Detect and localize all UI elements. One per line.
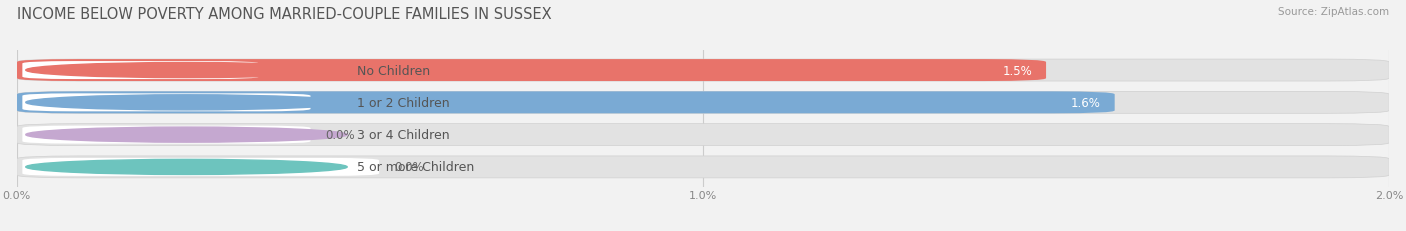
Text: 3 or 4 Children: 3 or 4 Children xyxy=(357,129,450,142)
Circle shape xyxy=(25,128,347,143)
Circle shape xyxy=(25,95,347,110)
FancyBboxPatch shape xyxy=(22,94,311,112)
Circle shape xyxy=(25,63,347,78)
Text: 0.0%: 0.0% xyxy=(326,129,356,142)
Text: 1.5%: 1.5% xyxy=(1002,64,1032,77)
Text: 5 or more Children: 5 or more Children xyxy=(357,161,475,174)
Text: 1.6%: 1.6% xyxy=(1071,96,1101,109)
FancyBboxPatch shape xyxy=(17,60,1046,82)
FancyBboxPatch shape xyxy=(22,62,259,80)
FancyBboxPatch shape xyxy=(22,158,380,176)
FancyBboxPatch shape xyxy=(17,92,1389,114)
FancyBboxPatch shape xyxy=(22,126,311,144)
Circle shape xyxy=(25,160,347,175)
Text: Source: ZipAtlas.com: Source: ZipAtlas.com xyxy=(1278,7,1389,17)
FancyBboxPatch shape xyxy=(17,124,1389,146)
FancyBboxPatch shape xyxy=(17,60,1389,82)
FancyBboxPatch shape xyxy=(17,92,1115,114)
Text: No Children: No Children xyxy=(357,64,430,77)
FancyBboxPatch shape xyxy=(17,156,1389,178)
Text: 1 or 2 Children: 1 or 2 Children xyxy=(357,96,450,109)
Text: INCOME BELOW POVERTY AMONG MARRIED-COUPLE FAMILIES IN SUSSEX: INCOME BELOW POVERTY AMONG MARRIED-COUPL… xyxy=(17,7,551,22)
Text: 0.0%: 0.0% xyxy=(394,161,423,174)
